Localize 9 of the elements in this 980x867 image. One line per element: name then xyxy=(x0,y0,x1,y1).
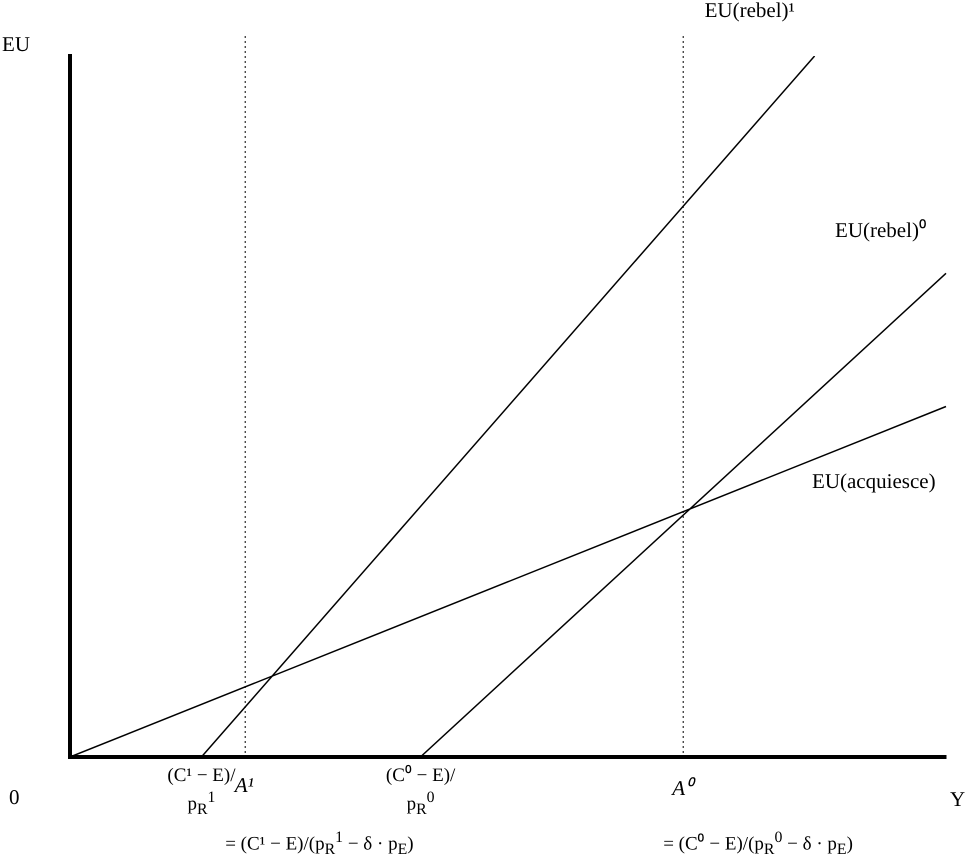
y-axis-title: EU xyxy=(2,32,30,57)
text: 0 xyxy=(9,785,20,810)
series-label: EU(rebel)⁰ xyxy=(835,217,926,244)
series-label: EU(acquiesce) xyxy=(812,468,936,494)
x-tick-label: A¹ xyxy=(234,773,254,798)
x-axis-title: Y xyxy=(950,787,966,812)
series-label: EU(rebel)¹ xyxy=(704,0,795,23)
text: = (C⁰ − E)/(p$_{R}$$^{0}$ − δ · p$_{E}$) xyxy=(663,829,853,860)
text: = (C¹ − E)/(p$_{R}$$^{1}$ − δ · p$_{E}$) xyxy=(225,829,414,860)
